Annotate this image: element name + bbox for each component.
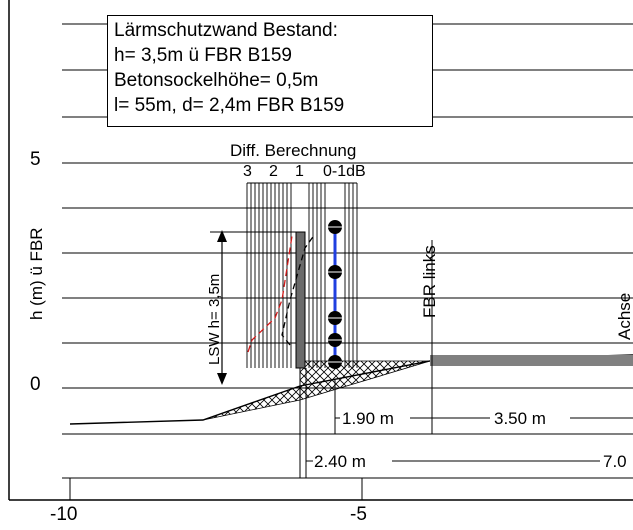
dim-70-label: 7.0 [603,452,627,471]
diff-marker-1: 1 [295,163,304,180]
x-tick-label-minus5: -5 [350,504,367,525]
lsw-height-label: LSW h= 3,5m [206,274,223,365]
x-tick-label-minus10: -10 [50,504,77,525]
achse-label: Achse [615,293,633,340]
diff-marker-2: 2 [269,163,278,180]
y-tick-label-0: 0 [30,374,41,395]
info-box-line4: l= 55m, d= 2,4m FBR B159 [114,95,345,116]
noise-barrier-wall [295,231,306,369]
lsw-dim-arrow-bottom [217,373,227,385]
y-tick-label-5: 5 [30,149,41,170]
embankment-hatch [202,360,431,421]
diff-curve-red [247,235,293,353]
diff-title: Diff. Berechnung [230,141,356,160]
diff-marker-0-1db: 0-1dB [323,163,366,180]
info-box-line1: Lärmschutzwand Bestand: [114,20,338,41]
dim-240-label: 2.40 m [314,452,366,471]
road-slab [430,355,633,366]
y-axis-label: h (m) ü FBR [27,227,46,320]
lsw-dim-arrow-top [217,230,227,242]
receiver-points [328,220,342,369]
info-box: Lärmschutzwand Bestand: h= 3,5m ü FBR B1… [107,15,433,127]
info-box-line3: Betonsockelhöhe= 0,5m [114,70,319,91]
dim-190-label: 1.90 m [342,409,394,428]
diff-marker-3: 3 [243,163,252,180]
fbr-links-label: FBR links [420,245,439,318]
info-box-line2: h= 3,5m ü FBR B159 [114,45,292,66]
dim-350-label: 3.50 m [494,409,546,428]
